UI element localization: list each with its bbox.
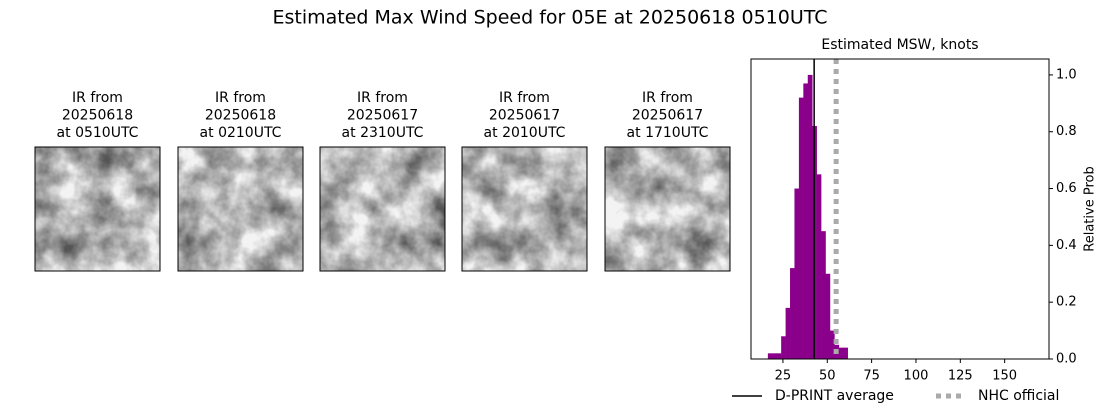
ir-image <box>605 147 730 271</box>
panel-title: 20250618 <box>62 108 133 124</box>
x-tick-label: 125 <box>948 369 973 384</box>
panel-title: IR from <box>642 90 693 106</box>
plot-frame <box>750 58 1050 360</box>
panel-title: at 2010UTC <box>484 125 566 141</box>
x-tick-label: 25 <box>775 369 792 384</box>
ir-image-frame <box>34 146 161 272</box>
ir-image-frame <box>177 146 304 272</box>
panel-title: 20250618 <box>205 108 276 124</box>
y-tick-label: 0.6 <box>1056 181 1077 196</box>
panel-title: at 1710UTC <box>627 125 709 141</box>
ir-image <box>320 147 445 271</box>
ir-image-frame <box>604 146 731 272</box>
panel-title: IR from <box>357 90 408 106</box>
bar <box>798 97 804 360</box>
legend-label: NHC official <box>978 388 1059 404</box>
ir-image <box>35 147 160 271</box>
y-tick-label: 0.8 <box>1056 124 1077 139</box>
legend-label: D-PRINT average <box>775 388 894 404</box>
bar <box>794 188 800 359</box>
bar <box>821 231 826 359</box>
bar <box>829 330 835 359</box>
ir-image-frame <box>461 146 588 272</box>
bar <box>816 174 822 359</box>
bar <box>785 307 791 359</box>
y-tick-label: 1.0 <box>1056 67 1077 82</box>
panel-title: at 0210UTC <box>200 125 282 141</box>
x-tick-label: 75 <box>863 369 880 384</box>
bar <box>790 268 795 359</box>
bar <box>767 353 773 359</box>
bar <box>772 353 778 359</box>
ir-image-frame <box>319 146 446 272</box>
bar <box>825 273 831 359</box>
x-tick-label: 150 <box>992 369 1017 384</box>
bar <box>838 347 844 359</box>
panel-title: IR from <box>499 90 550 106</box>
bar <box>803 83 809 359</box>
panel-title: at 0510UTC <box>57 125 139 141</box>
y-tick-label: 0.4 <box>1056 238 1077 253</box>
page-title: Estimated Max Wind Speed for 05E at 2025… <box>272 7 827 29</box>
bar <box>776 353 782 359</box>
ir-image <box>178 147 303 271</box>
bar <box>807 74 813 359</box>
chart-title: Estimated MSW, knots <box>821 37 978 53</box>
y-axis-label: Relative Prob <box>1083 166 1098 251</box>
x-tick-label: 100 <box>904 369 929 384</box>
ir-image <box>462 147 587 271</box>
panel-title: 20250617 <box>632 108 703 124</box>
bar <box>843 347 848 359</box>
bar <box>781 336 786 359</box>
y-tick-label: 0.2 <box>1056 295 1077 310</box>
panel-title: IR from <box>215 90 266 106</box>
y-tick-label: 0.0 <box>1056 352 1077 367</box>
panel-title: at 2310UTC <box>342 125 424 141</box>
panel-title: 20250617 <box>489 108 560 124</box>
panel-title: IR from <box>72 90 123 106</box>
panel-title: 20250617 <box>347 108 418 124</box>
x-tick-label: 50 <box>819 369 836 384</box>
